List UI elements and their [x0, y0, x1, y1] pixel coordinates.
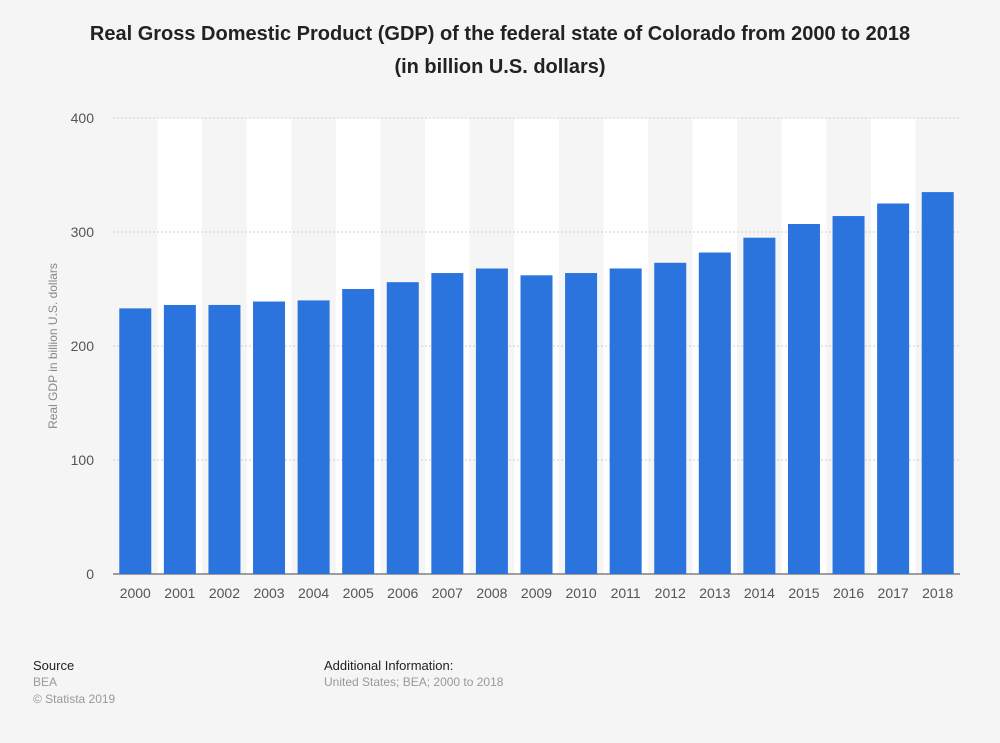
x-tick-label: 2007: [432, 585, 463, 601]
bar: [208, 304, 241, 574]
x-tick-label: 2008: [476, 585, 507, 601]
x-tick-labels: 2000 2001 2002 2003 2004 2005 2006 2007 2008 2009…: [120, 585, 954, 601]
bar: [654, 262, 687, 574]
x-tick-label: 2009: [521, 585, 552, 601]
x-tick-label: 2006: [387, 585, 418, 601]
y-tick-label: 100: [71, 452, 95, 468]
y-tick-label: 300: [71, 224, 95, 240]
x-tick-label: 2015: [788, 585, 819, 601]
bar: [386, 282, 419, 574]
y-tick-label: 0: [86, 566, 94, 582]
x-tick-label: 2003: [253, 585, 284, 601]
x-tick-label: 2017: [878, 585, 909, 601]
bar: [253, 301, 286, 574]
info-heading: Additional Information:: [324, 658, 454, 673]
copyright: © Statista 2019: [33, 692, 116, 706]
chart-title: Real Gross Domestic Product (GDP) of the…: [89, 23, 911, 45]
bar: [297, 300, 330, 574]
source-heading: Source: [33, 658, 75, 673]
source-name: BEA: [33, 675, 58, 689]
additional-info-block: Additional Information: United States; B…: [324, 657, 503, 691]
chart-subtitle: (in billion U.S. dollars): [394, 56, 606, 78]
x-tick-label: 2018: [922, 585, 953, 601]
x-tick-label: 2001: [164, 585, 195, 601]
bar: [787, 224, 820, 574]
x-tick-label: 2011: [611, 585, 641, 601]
bar: [520, 275, 553, 574]
x-tick-label: 2000: [120, 585, 151, 601]
bar: [877, 203, 910, 574]
bar: [342, 289, 375, 574]
bar: [119, 308, 152, 574]
chart-title-block: Real Gross Domestic Product (GDP) of the…: [0, 18, 1000, 84]
x-tick-label: 2004: [298, 585, 329, 601]
bar: [475, 268, 508, 574]
info-text: United States; BEA; 2000 to 2018: [324, 675, 504, 689]
x-tick-label: 2005: [343, 585, 374, 601]
bar: [609, 268, 642, 574]
x-tick-label: 2014: [744, 585, 775, 601]
y-tick-label: 200: [71, 338, 95, 354]
x-tick-label: 2016: [833, 585, 864, 601]
source-block: Source BEA © Statista 2019: [33, 657, 115, 708]
x-tick-label: 2002: [209, 585, 240, 601]
x-tick-label: 2012: [655, 585, 686, 601]
x-tick-label: 2013: [699, 585, 730, 601]
y-tick-label: 400: [71, 110, 95, 126]
bar: [921, 192, 954, 574]
y-tick-labels: 0 100 200 300 400: [71, 110, 95, 582]
bar: [832, 216, 865, 575]
bars: [119, 192, 954, 575]
bar: [698, 252, 731, 574]
bar: [743, 237, 776, 574]
bar: [431, 273, 464, 574]
bar: [163, 304, 196, 574]
bar: [565, 273, 598, 574]
y-axis-label: Real GDP in billion U.S. dollars: [46, 263, 60, 429]
x-tick-label: 2010: [566, 585, 597, 601]
